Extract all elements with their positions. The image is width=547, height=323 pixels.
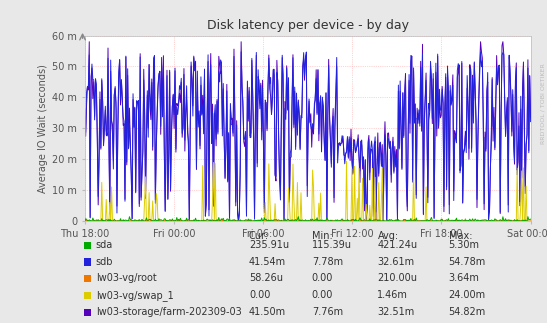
Text: 0.00: 0.00 xyxy=(249,290,270,300)
Text: lw03-vg/root: lw03-vg/root xyxy=(96,274,156,283)
Text: lw03-vg/swap_1: lw03-vg/swap_1 xyxy=(96,290,173,301)
Text: sdb: sdb xyxy=(96,257,113,266)
Text: Cur:: Cur: xyxy=(249,231,269,241)
Text: 54.82m: 54.82m xyxy=(449,307,486,317)
Title: Disk latency per device - by day: Disk latency per device - by day xyxy=(207,19,409,32)
Y-axis label: Average IO Wait (seconds): Average IO Wait (seconds) xyxy=(38,64,48,193)
Text: Min:: Min: xyxy=(312,231,333,241)
Text: 54.78m: 54.78m xyxy=(449,257,486,266)
Text: lw03-storage/farm-202309-03: lw03-storage/farm-202309-03 xyxy=(96,307,241,317)
Text: 115.39u: 115.39u xyxy=(312,240,352,250)
Text: 3.64m: 3.64m xyxy=(449,274,479,283)
Text: 5.30m: 5.30m xyxy=(449,240,480,250)
Text: 210.00u: 210.00u xyxy=(377,274,417,283)
Text: 0.00: 0.00 xyxy=(312,290,333,300)
Text: 32.51m: 32.51m xyxy=(377,307,415,317)
Text: 24.00m: 24.00m xyxy=(449,290,486,300)
Text: 58.26u: 58.26u xyxy=(249,274,283,283)
Text: 235.91u: 235.91u xyxy=(249,240,289,250)
Text: 41.50m: 41.50m xyxy=(249,307,286,317)
Text: 0.00: 0.00 xyxy=(312,274,333,283)
Text: Avg:: Avg: xyxy=(377,231,399,241)
Text: 7.78m: 7.78m xyxy=(312,257,343,266)
Text: Max:: Max: xyxy=(449,231,472,241)
Text: 41.54m: 41.54m xyxy=(249,257,286,266)
Text: 1.46m: 1.46m xyxy=(377,290,408,300)
Text: 32.61m: 32.61m xyxy=(377,257,415,266)
Text: 7.76m: 7.76m xyxy=(312,307,343,317)
Text: RRDTOOL / TOBI OETIKER: RRDTOOL / TOBI OETIKER xyxy=(540,63,545,144)
Text: sda: sda xyxy=(96,240,113,250)
Text: 421.24u: 421.24u xyxy=(377,240,417,250)
